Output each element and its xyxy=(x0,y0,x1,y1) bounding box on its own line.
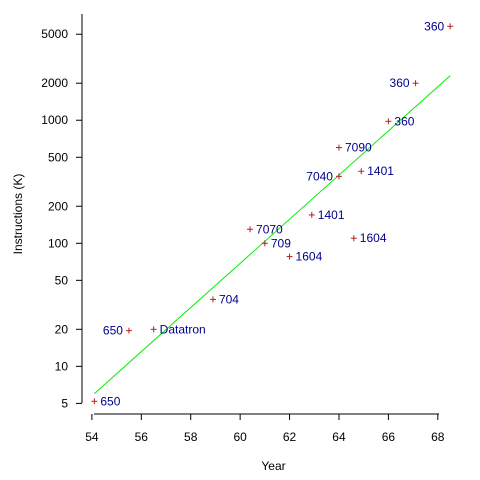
x-tick-label: 64 xyxy=(332,430,346,444)
point-label: 709 xyxy=(271,236,291,250)
x-tick-label: 62 xyxy=(283,430,297,444)
y-tick-label: 1000 xyxy=(41,113,68,127)
point-label: 7070 xyxy=(256,222,283,236)
point-label: 1604 xyxy=(296,250,323,264)
y-axis: 5 10 20 50 100 200 500 1000 2000 5000 xyxy=(41,14,83,410)
data-point: 1604 xyxy=(286,250,323,264)
data-point: 360 xyxy=(390,76,419,90)
data-point: 7070 xyxy=(247,222,283,236)
point-label: 704 xyxy=(219,292,239,306)
point-label: 360 xyxy=(394,114,414,128)
data-point: 1604 xyxy=(350,231,387,245)
y-tick-label: 10 xyxy=(55,359,69,373)
point-label: 650 xyxy=(100,394,120,408)
y-tick-label: 200 xyxy=(48,199,68,213)
point-label: Datatron xyxy=(160,322,206,336)
y-tick-label: 50 xyxy=(55,273,69,287)
data-point: 360 xyxy=(424,19,454,33)
y-tick-label: 500 xyxy=(48,150,68,164)
x-tick-label: 66 xyxy=(382,430,396,444)
y-tick-label: 2000 xyxy=(41,76,68,90)
y-axis-title: Instructions (K) xyxy=(11,174,25,255)
y-tick-label: 100 xyxy=(48,236,68,250)
data-point: 360 xyxy=(385,114,415,128)
point-label: 360 xyxy=(390,76,410,90)
data-point: 7090 xyxy=(335,141,372,155)
data-point: Datatron xyxy=(150,322,206,336)
point-label: 1401 xyxy=(318,208,345,222)
data-point: 704 xyxy=(209,292,239,306)
data-point: 1401 xyxy=(358,164,394,178)
x-tick-label: 54 xyxy=(85,430,99,444)
point-label: 1604 xyxy=(360,231,387,245)
x-tick-label: 58 xyxy=(184,430,198,444)
data-point: 7040 xyxy=(306,169,342,183)
y-tick-label: 5000 xyxy=(41,27,68,41)
point-label: 1401 xyxy=(367,164,394,178)
point-label: 360 xyxy=(424,19,444,33)
x-axis: 54 56 58 60 62 64 66 68 xyxy=(85,413,445,444)
data-point: 709 xyxy=(261,236,291,250)
point-label: 7040 xyxy=(306,169,333,183)
point-label: 7090 xyxy=(345,141,372,155)
data-point: 650 xyxy=(91,394,121,408)
x-tick-label: 56 xyxy=(135,430,149,444)
x-tick-label: 60 xyxy=(233,430,247,444)
point-label: 650 xyxy=(103,324,123,338)
x-tick-label: 68 xyxy=(431,430,445,444)
trend-line xyxy=(94,75,451,395)
data-point: 1401 xyxy=(308,208,345,222)
trend-line-group xyxy=(94,75,451,395)
y-tick-label: 5 xyxy=(61,396,68,410)
x-axis-title: Year xyxy=(261,459,285,473)
y-tick-label: 20 xyxy=(55,322,69,336)
data-point: 650 xyxy=(103,324,132,338)
